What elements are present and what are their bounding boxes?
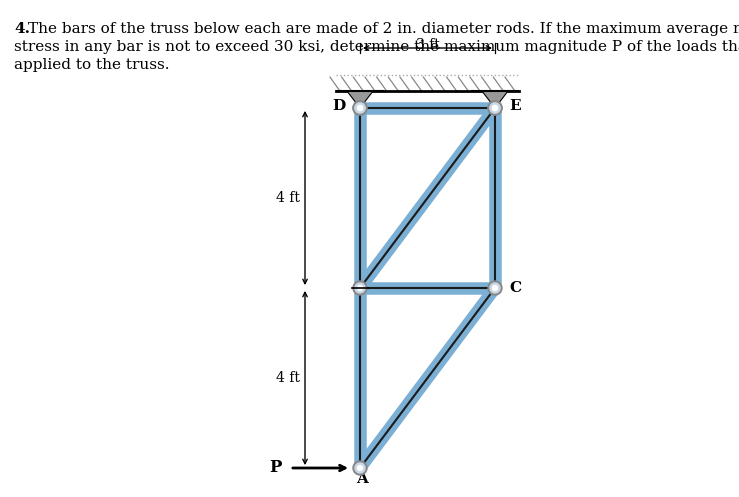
Text: 4 ft: 4 ft [276, 191, 300, 205]
Circle shape [353, 281, 367, 295]
Circle shape [358, 285, 363, 291]
Circle shape [490, 283, 500, 293]
Circle shape [358, 466, 363, 471]
Circle shape [355, 103, 365, 113]
Text: A: A [356, 472, 368, 486]
Circle shape [353, 101, 367, 115]
Circle shape [353, 101, 367, 115]
Polygon shape [482, 91, 508, 108]
Circle shape [492, 105, 497, 110]
Circle shape [355, 103, 365, 113]
Circle shape [488, 281, 502, 295]
Text: stress in any bar is not to exceed 30 ksi, determine the maximum magnitude P of : stress in any bar is not to exceed 30 ks… [14, 40, 739, 54]
Circle shape [490, 103, 500, 113]
Circle shape [355, 283, 365, 293]
Circle shape [492, 285, 497, 291]
Text: E: E [509, 99, 520, 113]
Circle shape [490, 103, 500, 113]
Text: 3 ft: 3 ft [415, 38, 440, 52]
Circle shape [492, 105, 497, 110]
Circle shape [355, 463, 365, 473]
Circle shape [358, 105, 363, 110]
Text: C: C [509, 281, 521, 295]
Circle shape [488, 101, 502, 115]
Text: 4 ft: 4 ft [276, 371, 300, 385]
Text: D: D [333, 99, 346, 113]
Text: The bars of the truss below each are made of 2 in. diameter rods. If the maximum: The bars of the truss below each are mad… [28, 22, 739, 36]
Text: applied to the truss.: applied to the truss. [14, 58, 169, 72]
Polygon shape [347, 91, 373, 108]
Circle shape [353, 461, 367, 475]
Circle shape [488, 101, 502, 115]
Circle shape [358, 105, 363, 110]
Text: 4.: 4. [14, 22, 30, 36]
Text: P: P [270, 460, 282, 477]
